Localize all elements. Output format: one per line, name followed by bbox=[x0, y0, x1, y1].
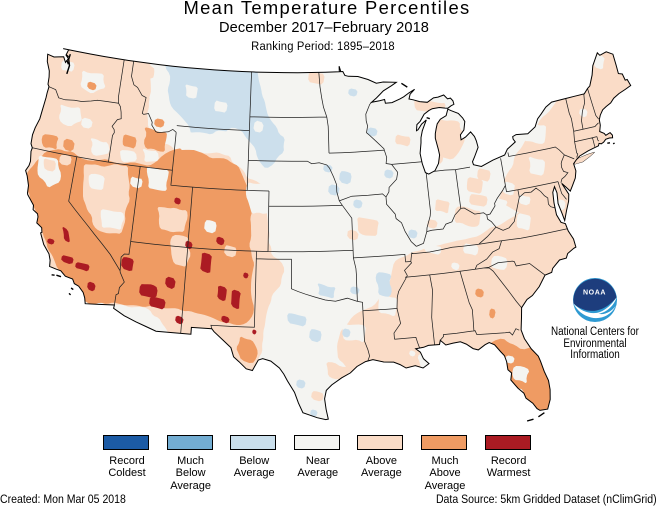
svg-text:NOAA: NOAA bbox=[583, 290, 606, 297]
